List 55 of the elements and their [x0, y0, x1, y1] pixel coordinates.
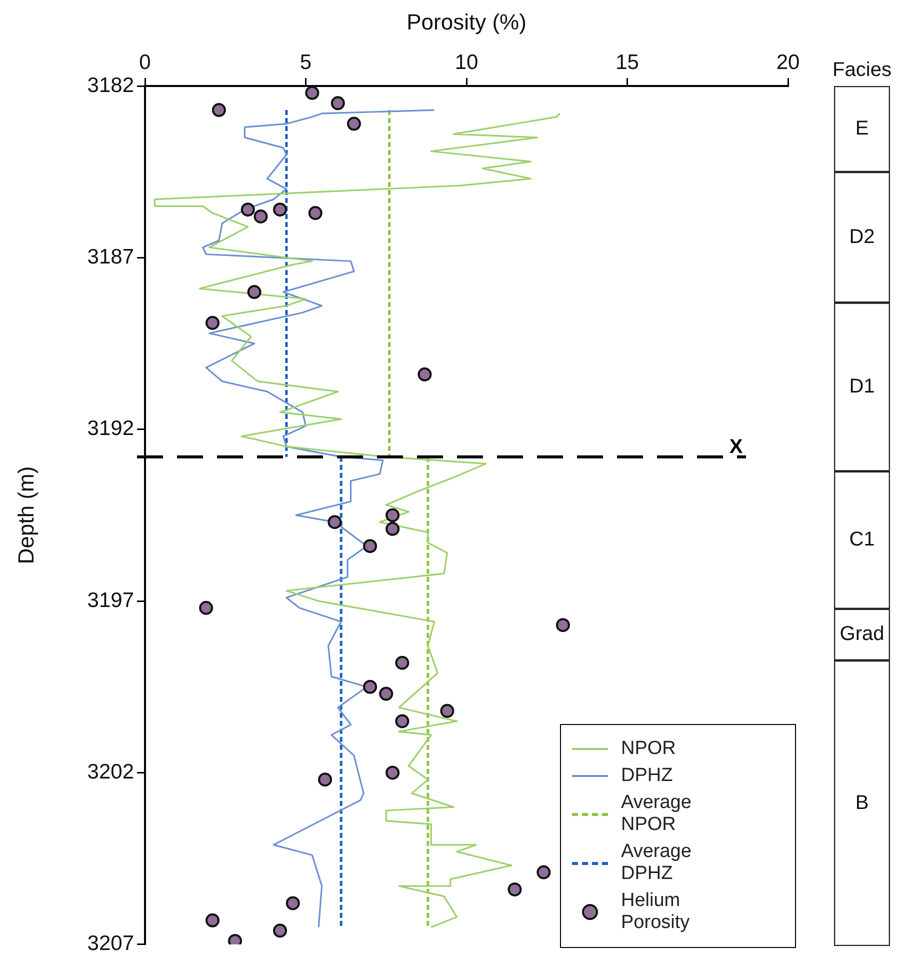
point [286, 896, 300, 910]
ref-line-label: X [729, 436, 744, 458]
legend-label: NPOR [621, 738, 677, 760]
y-axis-title: Depth (m) [13, 466, 38, 564]
y-tick-label: 3182 [87, 74, 134, 97]
point [363, 539, 378, 554]
legend-label: Helium Porosity [621, 890, 691, 934]
series-label: D1 [849, 376, 875, 398]
point [254, 209, 268, 224]
y-tick-label: 3192 [87, 417, 134, 440]
legend-label: DPHZ [621, 765, 674, 787]
point [212, 103, 226, 118]
series-label: Grad [840, 623, 884, 646]
point [240, 202, 255, 217]
point [318, 772, 332, 787]
point [418, 367, 432, 382]
point [273, 924, 288, 938]
y-tick-label: 3202 [87, 760, 134, 784]
series-label: D2 [849, 226, 875, 248]
point [199, 600, 214, 615]
legend-label: Average NPOR [621, 792, 692, 836]
x-axis-title: Porosity (%) [406, 9, 526, 34]
x-tick-label: 10 [454, 51, 478, 74]
chart-title: Facies [832, 59, 892, 81]
point [379, 686, 394, 701]
y-tick-label: 3187 [87, 245, 134, 268]
point [206, 913, 220, 928]
point [508, 882, 522, 896]
x-tick-label: 5 [300, 51, 312, 74]
point [386, 508, 400, 522]
point [386, 766, 400, 780]
point [556, 618, 570, 632]
point [440, 704, 454, 718]
point [536, 865, 551, 880]
point [305, 86, 320, 100]
series-label: C1 [849, 528, 875, 551]
y-tick-label: 3207 [87, 932, 134, 956]
point [308, 206, 322, 220]
point [363, 680, 378, 694]
point [386, 522, 400, 536]
point [395, 656, 410, 670]
point [273, 202, 288, 217]
point [346, 116, 361, 131]
y-tick-label: 3197 [87, 588, 134, 612]
point [247, 285, 262, 300]
point [328, 515, 342, 530]
x-tick-label: 0 [139, 51, 151, 74]
point [330, 96, 345, 110]
series-label: B [855, 792, 869, 814]
x-tick-label: 20 [776, 51, 800, 74]
legend-label: Average DPHZ [621, 841, 692, 885]
point [395, 714, 410, 728]
series-label: E [855, 118, 869, 140]
x-tick-label: 15 [616, 51, 639, 74]
point [206, 316, 220, 330]
